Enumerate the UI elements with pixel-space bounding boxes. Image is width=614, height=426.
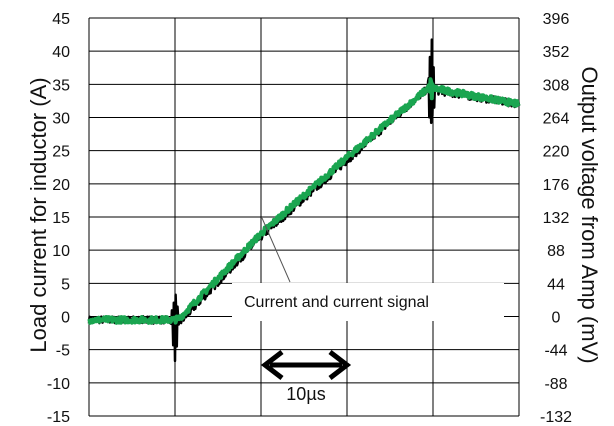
annotation-box — [232, 283, 504, 321]
y2-tick-label: 352 — [543, 44, 570, 61]
y-tick-label: 30 — [52, 111, 70, 128]
series-layer — [87, 38, 521, 363]
y-tick-label: 20 — [52, 177, 70, 194]
annotation-pointer — [261, 217, 291, 283]
left-tick-labels: 45 40 35 30 25 20 15 10 5 0 -5 -10 -15 — [47, 11, 70, 426]
y-tick-label: -15 — [47, 409, 70, 426]
right-axis-title: Output voltage from Amp (mV) — [577, 66, 602, 363]
y-tick-label: -5 — [56, 343, 70, 360]
series-line-green — [87, 77, 521, 325]
y-tick-label: 0 — [61, 310, 70, 327]
y-tick-label: 35 — [52, 77, 70, 94]
y2-tick-label: 308 — [543, 77, 570, 94]
left-axis-title: Load current for inductor (A) — [26, 77, 51, 352]
y-tick-label: 10 — [52, 243, 70, 260]
y-tick-label: 15 — [52, 210, 70, 227]
y-tick-label: 40 — [52, 44, 70, 61]
y2-tick-label: 132 — [543, 210, 570, 227]
y2-tick-label: 44 — [547, 276, 565, 293]
y2-tick-label: -44 — [544, 343, 567, 360]
y2-tick-label: 88 — [547, 243, 565, 260]
y-tick-label: 5 — [61, 276, 70, 293]
y2-tick-label: 0 — [552, 310, 561, 327]
y2-tick-label: 220 — [543, 144, 570, 161]
y2-tick-label: -132 — [540, 409, 572, 426]
y2-tick-label: -88 — [544, 376, 567, 393]
right-tick-labels: 396 352 308 264 220 176 132 88 44 0 -44 -88 -132 — [540, 11, 572, 426]
y2-tick-label: 176 — [543, 177, 570, 194]
y2-tick-label: 396 — [543, 11, 570, 28]
y-tick-label: -10 — [47, 376, 70, 393]
annotation-signal-label: Current and current signal — [244, 294, 429, 311]
time-scale-label: 10µs — [286, 384, 325, 404]
y2-tick-label: 264 — [543, 111, 570, 128]
grid-lines — [88, 17, 520, 417]
y-tick-label: 25 — [52, 144, 70, 161]
time-scale-bar — [260, 350, 352, 380]
y-tick-label: 45 — [52, 11, 70, 28]
